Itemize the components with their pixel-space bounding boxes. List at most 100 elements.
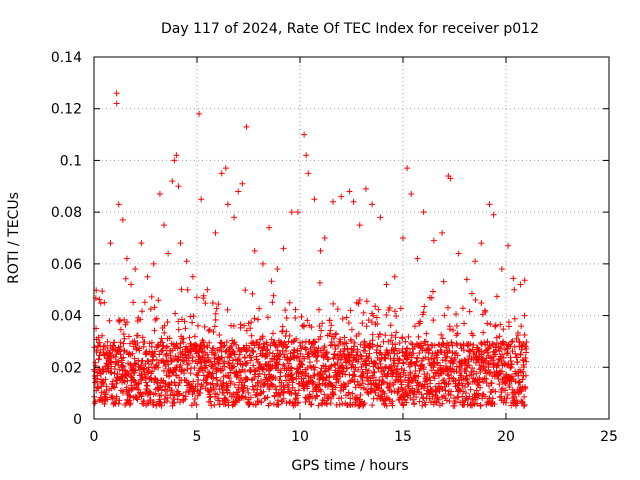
data-point xyxy=(134,339,141,346)
data-point xyxy=(351,373,358,380)
data-point xyxy=(509,348,516,355)
data-point xyxy=(225,399,232,406)
data-point xyxy=(466,393,473,400)
data-point xyxy=(316,323,323,330)
data-point xyxy=(373,314,380,321)
data-point xyxy=(428,367,435,374)
data-point xyxy=(345,389,352,396)
data-point xyxy=(420,342,427,349)
data-point xyxy=(252,382,259,389)
data-point xyxy=(215,301,222,308)
data-point xyxy=(369,331,376,338)
data-point xyxy=(493,347,500,354)
data-point xyxy=(177,362,184,369)
data-point xyxy=(246,352,253,359)
data-point xyxy=(95,334,102,341)
data-point xyxy=(470,342,477,349)
data-point xyxy=(164,395,171,402)
data-point xyxy=(108,369,115,376)
data-point xyxy=(116,318,123,325)
data-point xyxy=(333,330,340,337)
data-point xyxy=(438,331,445,338)
data-point xyxy=(492,388,499,395)
data-point xyxy=(216,331,223,338)
data-point xyxy=(339,400,346,407)
data-point xyxy=(457,341,464,348)
data-point xyxy=(358,363,365,370)
data-point xyxy=(424,383,431,390)
data-point xyxy=(113,380,120,387)
data-point xyxy=(465,362,472,369)
data-point xyxy=(131,355,138,362)
data-point xyxy=(372,389,379,396)
data-point xyxy=(369,337,376,344)
data-point xyxy=(125,333,132,340)
data-point xyxy=(354,348,361,355)
data-point xyxy=(231,381,238,388)
y-tick-label: 0.14 xyxy=(51,50,82,66)
data-point xyxy=(430,364,437,371)
data-point xyxy=(455,250,462,257)
data-point xyxy=(351,339,358,346)
data-point xyxy=(329,198,336,205)
data-point xyxy=(259,333,266,340)
data-point xyxy=(311,196,318,203)
data-point xyxy=(210,328,217,335)
data-point xyxy=(94,378,101,385)
data-point xyxy=(226,374,233,381)
data-point xyxy=(403,355,410,362)
data-point xyxy=(106,317,113,324)
data-point xyxy=(347,395,354,402)
data-point xyxy=(503,350,510,357)
data-point xyxy=(224,201,231,208)
data-point xyxy=(115,400,122,407)
data-point xyxy=(121,378,128,385)
data-point xyxy=(263,341,270,348)
data-point xyxy=(294,347,301,354)
data-point xyxy=(224,306,231,313)
y-tick-label: 0.02 xyxy=(51,360,82,376)
data-point xyxy=(512,350,519,357)
data-point xyxy=(369,201,376,208)
data-point xyxy=(430,317,437,324)
data-point xyxy=(213,377,220,384)
data-point xyxy=(506,323,513,330)
data-point xyxy=(209,300,216,307)
data-point xyxy=(420,385,427,392)
data-point xyxy=(518,323,525,330)
data-point xyxy=(321,235,328,241)
data-point xyxy=(156,392,163,399)
data-point xyxy=(147,389,154,396)
data-point xyxy=(486,201,493,208)
data-point xyxy=(280,245,287,252)
data-point xyxy=(450,395,457,402)
data-point xyxy=(122,321,129,328)
data-point xyxy=(488,380,495,387)
data-point xyxy=(442,387,449,394)
data-point xyxy=(209,380,216,387)
data-point xyxy=(509,338,516,345)
data-point xyxy=(293,354,300,361)
data-point xyxy=(495,375,502,382)
data-point xyxy=(230,340,237,347)
data-point xyxy=(306,353,313,360)
data-point xyxy=(365,317,372,324)
data-point xyxy=(214,381,221,388)
data-point xyxy=(395,397,402,404)
data-point xyxy=(295,373,302,380)
data-point xyxy=(189,319,196,326)
data-point xyxy=(325,356,332,363)
data-point xyxy=(212,310,219,317)
data-point xyxy=(141,338,148,345)
data-point xyxy=(331,362,338,369)
data-point xyxy=(513,335,520,342)
data-point xyxy=(400,235,406,241)
data-point xyxy=(253,339,260,346)
data-point xyxy=(175,318,182,325)
data-point xyxy=(365,354,372,361)
data-point xyxy=(390,369,397,376)
data-point xyxy=(288,339,295,346)
data-point xyxy=(374,342,381,349)
data-point xyxy=(402,338,409,345)
data-point xyxy=(399,334,406,341)
